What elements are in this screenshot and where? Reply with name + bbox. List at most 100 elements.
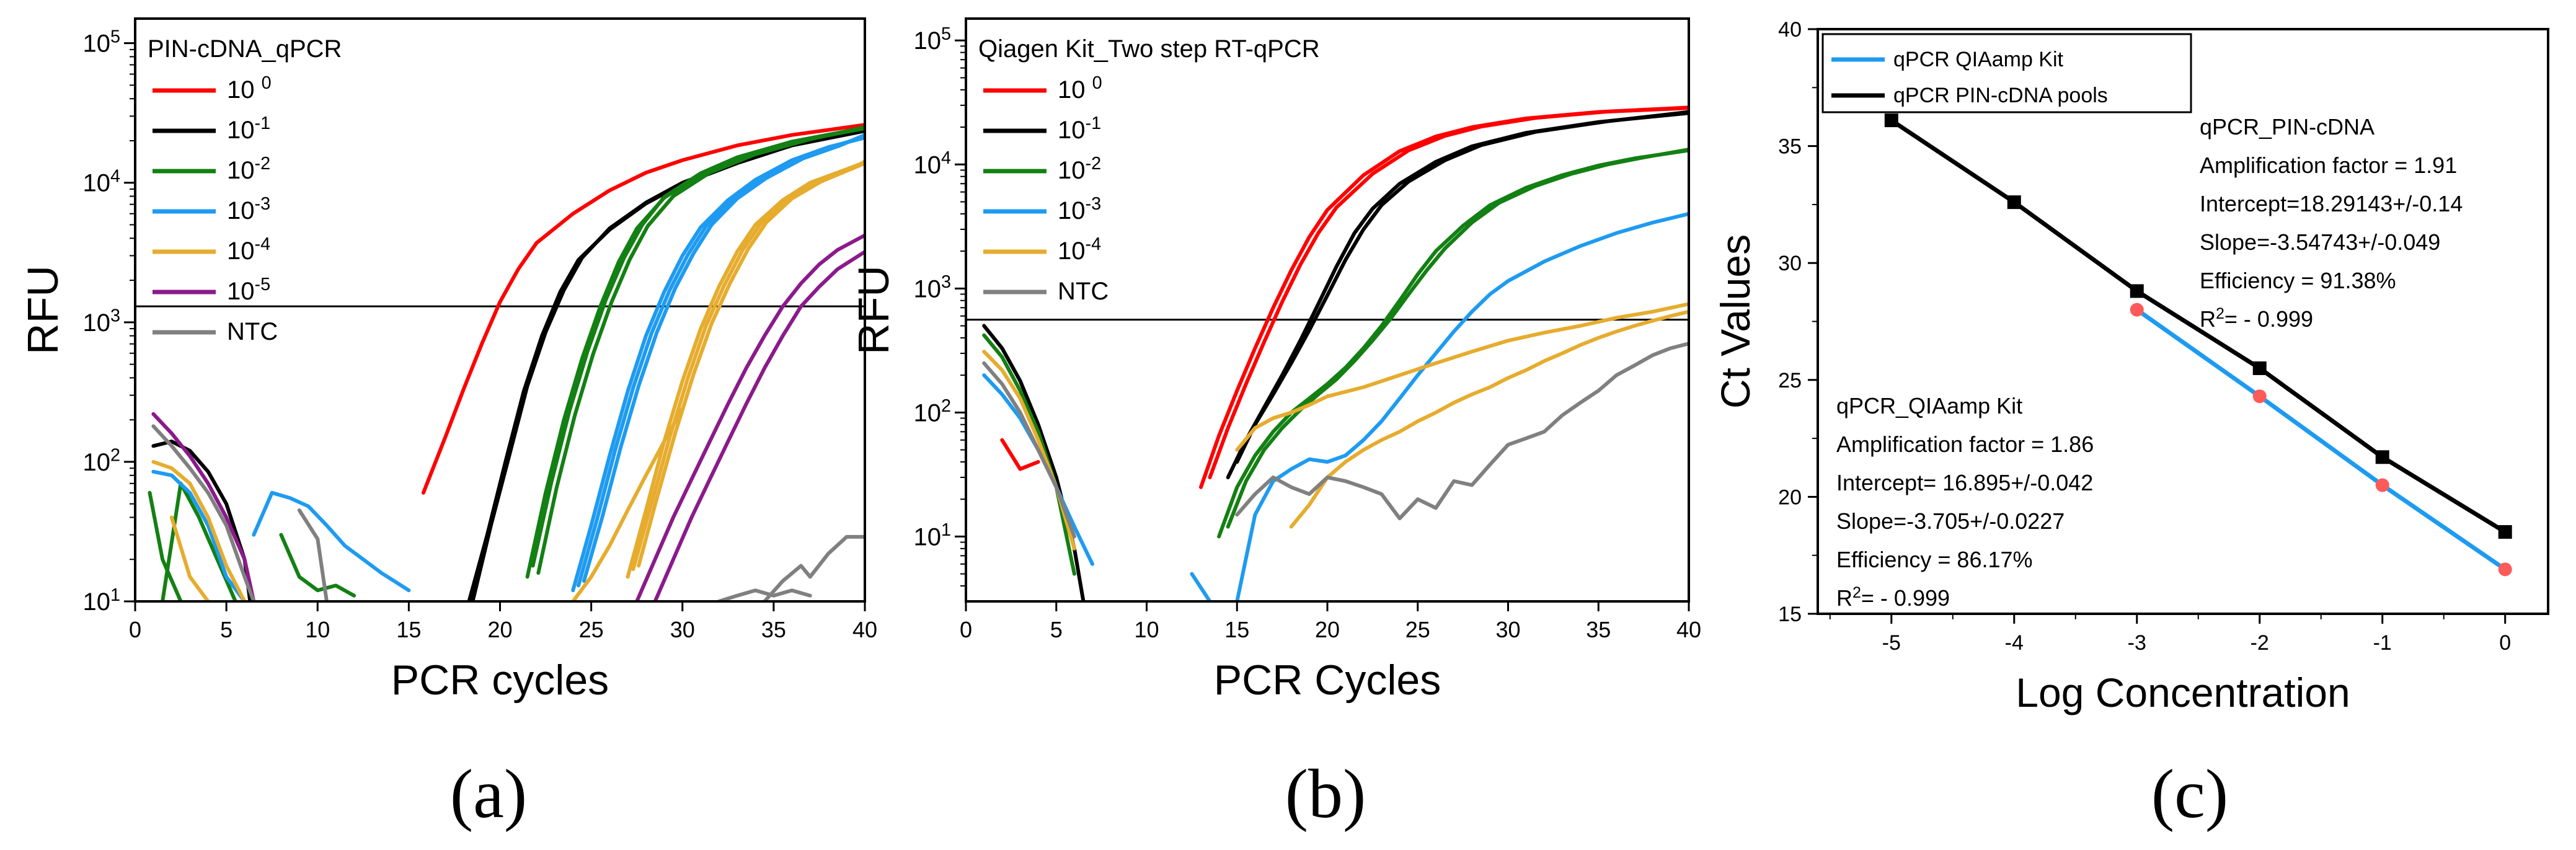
panel-a-y-axis-title: RFU bbox=[19, 265, 67, 355]
panel-b-legend-label-4: 10-4 bbox=[1058, 234, 1101, 265]
panel-c-series-0-point bbox=[2375, 478, 2389, 492]
panel-a-series-2-line-0 bbox=[148, 490, 183, 601]
panel-c-x-tick-label: 0 bbox=[2499, 631, 2511, 655]
panel-c-annotation-qia-line-2: Intercept= 16.895+/-0.042 bbox=[1836, 470, 2093, 495]
panel-a-x-tick-label: 0 bbox=[129, 617, 141, 642]
panel-a-x-tick-label: 35 bbox=[761, 617, 786, 642]
panel-a-legend-label-5: 10-5 bbox=[227, 275, 270, 305]
panel-b-series-2-line-1 bbox=[1217, 148, 1689, 539]
panel-a-series-6-line-1 bbox=[297, 508, 329, 601]
panel-c-annotation-pin-line-5: R2= - 0.999 bbox=[2200, 305, 2313, 332]
panel-b-x-tick-label: 40 bbox=[1676, 617, 1701, 642]
panel-b-series-5-line-1 bbox=[1235, 342, 1689, 521]
panel-c-y-tick-label: 30 bbox=[1778, 252, 1802, 275]
panel-a-y-tick-label: 103 bbox=[82, 306, 120, 337]
panel-c-annotation-pin-line-2: Intercept=18.29143+/-0.14 bbox=[2200, 191, 2463, 216]
panel-c-y-tick-label: 15 bbox=[1778, 603, 1802, 626]
panel-b-series-3-line-1 bbox=[1190, 572, 1212, 601]
panel-c-series-1-point bbox=[2498, 525, 2512, 539]
panel-b-legend-label-5: NTC bbox=[1058, 278, 1109, 305]
panel-b-series-2-line-0 bbox=[982, 333, 1076, 576]
panel-b-x-tick-label: 0 bbox=[960, 617, 972, 642]
panel-a-series-3-line-3 bbox=[577, 134, 865, 588]
panel-c-annotation-pin-line-3: Slope=-3.54743+/-0.049 bbox=[2200, 229, 2440, 255]
panel-b-series-0-line-2 bbox=[1208, 105, 1689, 479]
panel-c-x-tick-label: -2 bbox=[2251, 631, 2269, 655]
panel-c-legend-box bbox=[1821, 33, 2192, 113]
panel-c-legend-label-0: qPCR QIAamp Kit bbox=[1893, 48, 2064, 71]
panel-a-curves bbox=[148, 123, 865, 601]
panel-b-x-tick-label: 35 bbox=[1586, 617, 1611, 642]
panel-c-y-tick-label: 20 bbox=[1778, 485, 1802, 509]
panel-b-y-tick-label: 103 bbox=[913, 272, 951, 303]
panel-b-x-axis-title: PCR Cycles bbox=[1214, 657, 1441, 704]
panel-b-series-2-line-2 bbox=[1226, 148, 1689, 529]
panel-a-legend-label-0: 10 0 bbox=[227, 73, 272, 104]
panel-a-x-tick-label: 10 bbox=[305, 617, 330, 642]
panel-b-letter: (b) bbox=[1285, 756, 1366, 833]
panel-a-series-2-line-2 bbox=[279, 533, 356, 598]
panel-c-annotation-pin-line-0: qPCR_PIN-cDNA bbox=[2200, 114, 2375, 139]
panel-c-y-tick-label: 35 bbox=[1778, 135, 1802, 159]
panel-c-chart: -5 -4 -3 -2 -1 0 15 20 25 30 35 40 Log Concentration… bbox=[1712, 18, 2549, 715]
panel-b-chart: 0 5 10 15 20 25 30 35 40 101 102 103 104 105 PCR Cycle… bbox=[849, 17, 1701, 704]
panel-b-y-tick-label: 105 bbox=[913, 24, 951, 55]
panel-a-series-5-line-1 bbox=[635, 233, 865, 601]
panel-a-letter: (a) bbox=[450, 756, 527, 833]
panel-a-series-4-line-1 bbox=[169, 515, 210, 601]
panel-a-y-tick-label: 104 bbox=[82, 167, 120, 197]
panel-c-series-0-line bbox=[2135, 308, 2507, 572]
panel-b-legend-label-0: 10 0 bbox=[1058, 73, 1102, 104]
panel-a-plot-frame bbox=[134, 17, 866, 603]
panel-b-series-5-line-0 bbox=[982, 361, 1076, 539]
panel-b-series-1-line-2 bbox=[1235, 110, 1689, 464]
panel-c-annotation-qia-line-3: Slope=-3.705+/-0.0227 bbox=[1836, 508, 2065, 534]
panel-c-x-tick-label: -1 bbox=[2373, 631, 2392, 655]
panel-a-legend-title: PIN-cDNA_qPCR bbox=[148, 35, 342, 63]
panel-a-series-5-line-2 bbox=[653, 250, 865, 601]
panel-c-annotation-pin-line-1: Amplification factor = 1.91 bbox=[2200, 153, 2457, 178]
panel-a-x-tick-label: 15 bbox=[396, 617, 421, 642]
panel-b-legend-label-1: 10-1 bbox=[1058, 113, 1101, 144]
panel-c-series-0-point bbox=[2252, 389, 2267, 404]
panel-c-series-1-point bbox=[1884, 113, 1898, 128]
panel-a-series-4-line-0 bbox=[151, 459, 247, 601]
panel-c-annotation-qia-line-4: Efficiency = 86.17% bbox=[1836, 547, 2033, 572]
panel-a-y-tick-label: 105 bbox=[82, 27, 120, 57]
panel-c-x-tick-label: -3 bbox=[2128, 631, 2146, 655]
panel-a-series-4-line-4 bbox=[637, 161, 865, 568]
panel-a-legend-label-2: 10-2 bbox=[227, 154, 270, 184]
panel-c-series-1-point bbox=[2252, 361, 2267, 375]
panel-b-x-tick-label: 25 bbox=[1405, 617, 1430, 642]
panel-b-series-1-line-1 bbox=[1226, 111, 1689, 479]
panel-a-series-2-line-4 bbox=[531, 125, 865, 568]
panel-c-series-0-point bbox=[2130, 303, 2144, 317]
panel-a-series-5-line-0 bbox=[151, 412, 256, 601]
panel-c-annotation-qia-line-0: qPCR_QIAamp Kit bbox=[1836, 393, 2022, 418]
panel-a-x-tick-label: 40 bbox=[852, 617, 877, 642]
panel-c-y-axis-title: Ct Values bbox=[1712, 234, 1758, 409]
panel-a-y-tick-label: 102 bbox=[82, 446, 120, 476]
panel-b-y-tick-label: 102 bbox=[913, 396, 951, 427]
panel-b-y-tick-label: 104 bbox=[913, 148, 951, 179]
panel-a-series-6-line-3 bbox=[717, 588, 812, 601]
panel-a-series-3-line-1 bbox=[252, 490, 411, 593]
panel-a-legend-label-1: 10-1 bbox=[227, 113, 270, 144]
panel-c-letter: (c) bbox=[2151, 756, 2228, 833]
panel-c-annotation-qia-line-5: R2= - 0.999 bbox=[1836, 584, 1950, 611]
panel-c-series-1-point bbox=[2375, 450, 2389, 464]
panel-b-plot-frame bbox=[965, 17, 1690, 603]
panel-a-series-4-line-5 bbox=[571, 407, 684, 601]
panel-b-curves bbox=[982, 105, 1689, 601]
panel-c-series-1-line bbox=[1890, 118, 2507, 534]
panel-c-legend-label-1: qPCR PIN-cDNA pools bbox=[1893, 84, 2108, 107]
panel-b-series-4-line-2 bbox=[1289, 309, 1689, 529]
panel-a-legend-label-6: NTC bbox=[227, 318, 278, 345]
panel-b-x-tick-label: 10 bbox=[1134, 617, 1159, 642]
panel-b-series-3-line-0 bbox=[982, 373, 1094, 566]
panel-b-y-axis-title: RFU bbox=[849, 265, 898, 355]
panel-b-legend-title: Qiagen Kit_Two step RT-qPCR bbox=[978, 35, 1320, 63]
panel-a-series-3-line-2 bbox=[571, 136, 865, 593]
panel-b-series-4-line-1 bbox=[1235, 302, 1689, 452]
panel-c-series-0-point bbox=[2498, 562, 2512, 577]
